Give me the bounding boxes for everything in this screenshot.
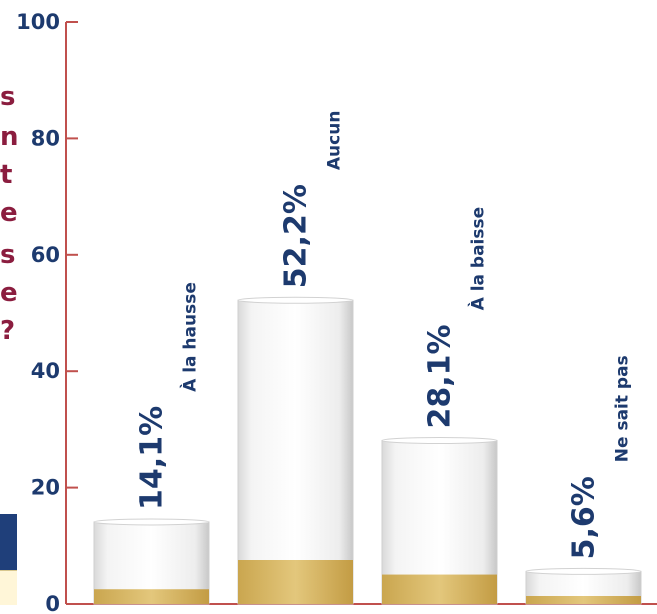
category-label: Ne sait pas (613, 355, 633, 462)
value-label: 28,1% (423, 324, 458, 428)
value-label: 14,1% (135, 406, 170, 510)
y-tick-label: 20 (31, 476, 60, 500)
bar-base (526, 596, 641, 604)
legend-light-swatch (0, 570, 17, 605)
bar-base (382, 574, 497, 604)
bars (93, 296, 642, 605)
y-tick-label: 60 (31, 243, 60, 267)
y-tick-label: 80 (31, 126, 60, 150)
bar (93, 518, 210, 605)
value-label: 5,6% (567, 476, 602, 559)
category-label: À la baisse (467, 207, 489, 311)
category-label: À la hausse (179, 282, 201, 392)
side-text-fragment: s (0, 82, 16, 112)
side-text-fragment: s (0, 240, 16, 270)
bar-cap (237, 296, 354, 304)
bar (381, 436, 498, 605)
y-tick-label: 0 (45, 592, 60, 614)
y-tick-label: 40 (31, 359, 60, 383)
category-label: Aucun (325, 111, 345, 171)
bar-base (238, 560, 353, 604)
bar-cap (381, 436, 498, 444)
bar-labels: 14,1% À la hausse 52,2% Aucun 28,1% À la bais… (135, 111, 633, 560)
side-text-fragment: n (0, 122, 19, 152)
value-label: 52,2% (279, 184, 314, 288)
side-text-fragment: t (0, 160, 13, 190)
side-text-fragment: e (0, 278, 18, 308)
bar-cap (525, 567, 642, 575)
bar-base (94, 589, 209, 604)
side-text-fragment: ? (0, 316, 16, 346)
bar-body (237, 299, 354, 605)
bar-cap (93, 518, 210, 526)
bar (237, 296, 354, 605)
legend-dark-swatch (0, 514, 17, 570)
side-text-fragment: e (0, 198, 18, 228)
bar (525, 567, 642, 605)
y-tick-label: 100 (16, 10, 60, 34)
